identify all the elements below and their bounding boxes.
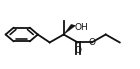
Text: OH: OH <box>75 23 89 32</box>
Polygon shape <box>64 24 76 34</box>
Text: O: O <box>74 46 81 55</box>
Text: O: O <box>88 38 95 47</box>
